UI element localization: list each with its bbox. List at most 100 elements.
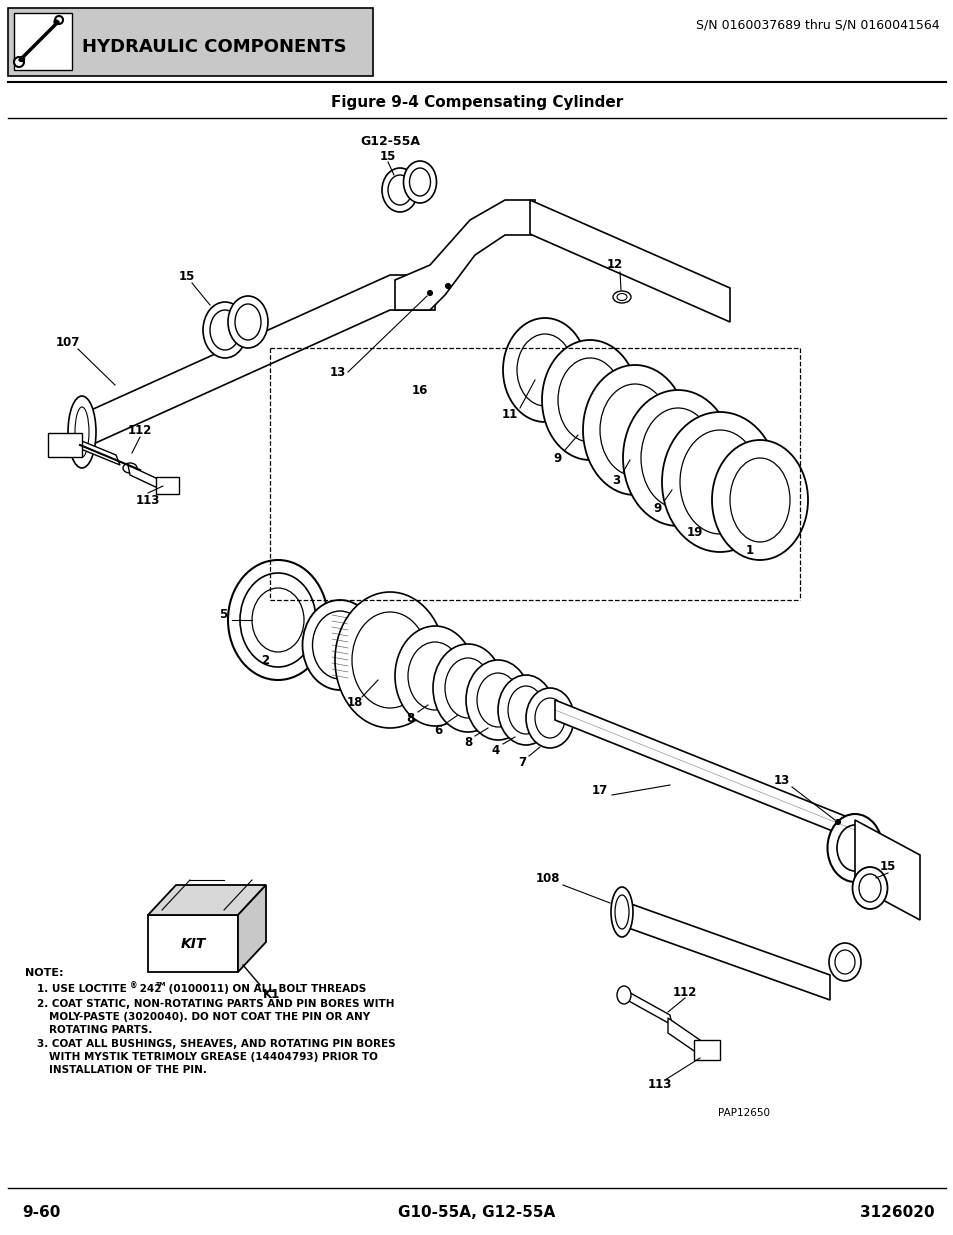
Text: 113: 113 (135, 494, 160, 506)
Ellipse shape (599, 384, 669, 475)
Polygon shape (71, 437, 120, 466)
Ellipse shape (335, 592, 444, 727)
Text: 6: 6 (434, 724, 441, 736)
Ellipse shape (502, 317, 586, 422)
Ellipse shape (525, 688, 574, 748)
Text: 8: 8 (463, 736, 472, 748)
Ellipse shape (68, 396, 96, 468)
Ellipse shape (617, 294, 626, 300)
Ellipse shape (228, 296, 268, 348)
Ellipse shape (517, 333, 573, 406)
Text: 2: 2 (261, 653, 269, 667)
FancyBboxPatch shape (156, 477, 179, 494)
Ellipse shape (858, 874, 880, 902)
Ellipse shape (640, 408, 714, 508)
Ellipse shape (388, 175, 412, 205)
FancyBboxPatch shape (48, 433, 82, 457)
Text: 15: 15 (379, 149, 395, 163)
Ellipse shape (240, 573, 315, 667)
Text: HYDRAULIC COMPONENTS: HYDRAULIC COMPONENTS (82, 38, 346, 56)
Text: G12-55A: G12-55A (359, 135, 419, 148)
Ellipse shape (302, 600, 377, 690)
Text: 3126020: 3126020 (860, 1205, 934, 1220)
Text: INSTALLATION OF THE PIN.: INSTALLATION OF THE PIN. (49, 1065, 207, 1074)
Text: 108: 108 (536, 872, 559, 884)
Text: 18: 18 (347, 697, 363, 709)
Ellipse shape (507, 685, 543, 734)
Text: G10-55A, G12-55A: G10-55A, G12-55A (398, 1205, 555, 1220)
Text: KIT: KIT (180, 937, 206, 951)
Ellipse shape (826, 814, 882, 882)
Ellipse shape (711, 440, 807, 559)
Ellipse shape (834, 950, 854, 974)
Ellipse shape (729, 458, 789, 542)
Polygon shape (128, 466, 162, 490)
Text: 1: 1 (745, 543, 753, 557)
Ellipse shape (14, 57, 24, 67)
Ellipse shape (381, 168, 417, 212)
Ellipse shape (203, 303, 247, 358)
Ellipse shape (313, 611, 367, 679)
Text: 107: 107 (56, 336, 80, 348)
Polygon shape (237, 885, 266, 972)
Polygon shape (854, 820, 919, 920)
Text: 3: 3 (611, 473, 619, 487)
Ellipse shape (836, 825, 872, 871)
FancyBboxPatch shape (8, 7, 373, 77)
Text: 112: 112 (128, 424, 152, 436)
Ellipse shape (828, 944, 861, 981)
Ellipse shape (610, 887, 633, 937)
Polygon shape (148, 915, 237, 972)
Ellipse shape (403, 161, 436, 203)
Text: PAP12650: PAP12650 (718, 1108, 769, 1118)
Polygon shape (530, 200, 729, 322)
Text: 7: 7 (517, 756, 525, 768)
Polygon shape (624, 990, 671, 1025)
Text: (0100011) ON ALL BOLT THREADS: (0100011) ON ALL BOLT THREADS (165, 984, 366, 994)
Text: 15: 15 (879, 861, 895, 873)
Text: 15: 15 (178, 269, 195, 283)
Text: 8: 8 (405, 711, 414, 725)
Ellipse shape (19, 57, 25, 62)
Ellipse shape (395, 626, 475, 726)
Ellipse shape (661, 412, 778, 552)
Text: 13: 13 (330, 366, 346, 378)
Ellipse shape (427, 290, 432, 295)
Text: 112: 112 (672, 986, 697, 999)
Text: TM: TM (154, 982, 165, 987)
Polygon shape (555, 700, 854, 840)
Text: S/N 0160037689 thru S/N 0160041564: S/N 0160037689 thru S/N 0160041564 (696, 19, 939, 31)
Text: 9-60: 9-60 (22, 1205, 60, 1220)
Text: 3. COAT ALL BUSHINGS, SHEAVES, AND ROTATING PIN BORES: 3. COAT ALL BUSHINGS, SHEAVES, AND ROTAT… (37, 1039, 395, 1049)
Polygon shape (148, 885, 266, 915)
Text: 242: 242 (136, 984, 161, 994)
Text: 1. USE LOCTITE: 1. USE LOCTITE (37, 984, 127, 994)
Text: 4: 4 (492, 743, 499, 757)
Ellipse shape (541, 340, 638, 459)
Text: 12: 12 (606, 258, 622, 272)
Ellipse shape (852, 867, 886, 909)
Ellipse shape (465, 659, 530, 740)
Ellipse shape (228, 559, 328, 680)
Ellipse shape (535, 698, 564, 739)
FancyBboxPatch shape (693, 1040, 720, 1060)
Ellipse shape (54, 20, 58, 23)
Ellipse shape (497, 676, 554, 745)
Ellipse shape (615, 895, 628, 929)
Text: 2. COAT STATIC, NON-ROTATING PARTS AND PIN BORES WITH: 2. COAT STATIC, NON-ROTATING PARTS AND P… (37, 999, 395, 1009)
Text: 9: 9 (653, 501, 661, 515)
Ellipse shape (433, 643, 502, 732)
Ellipse shape (409, 168, 430, 196)
Text: WITH MYSTIK TETRIMOLY GREASE (14404793) PRIOR TO: WITH MYSTIK TETRIMOLY GREASE (14404793) … (49, 1052, 377, 1062)
Ellipse shape (445, 284, 450, 289)
Polygon shape (667, 1018, 700, 1055)
Ellipse shape (75, 408, 89, 457)
Text: 13: 13 (773, 773, 789, 787)
Ellipse shape (476, 673, 518, 727)
Polygon shape (619, 900, 829, 1000)
Polygon shape (395, 200, 535, 310)
Text: Figure 9-4 Compensating Cylinder: Figure 9-4 Compensating Cylinder (331, 95, 622, 110)
Ellipse shape (835, 820, 840, 825)
Ellipse shape (55, 16, 63, 23)
Ellipse shape (558, 358, 621, 442)
